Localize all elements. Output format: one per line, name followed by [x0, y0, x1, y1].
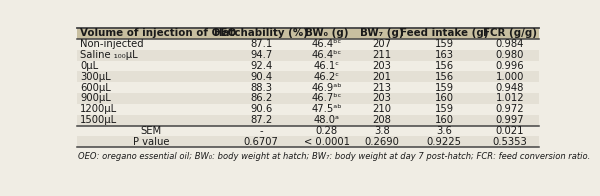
Text: 0.2690: 0.2690: [364, 137, 399, 147]
Text: 1.000: 1.000: [496, 72, 524, 82]
Bar: [77, 28, 539, 39]
Text: 0.980: 0.980: [496, 50, 524, 60]
Bar: [77, 82, 539, 93]
Text: 94.7: 94.7: [250, 50, 272, 60]
Bar: [77, 93, 539, 104]
Text: 0.948: 0.948: [496, 83, 524, 93]
Text: P value: P value: [133, 137, 169, 147]
Text: 48.0ᵃ: 48.0ᵃ: [314, 115, 340, 125]
Bar: [77, 104, 539, 115]
Text: 46.7ᵇᶜ: 46.7ᵇᶜ: [311, 93, 342, 103]
Text: BW₀ (g): BW₀ (g): [305, 28, 349, 38]
Text: 211: 211: [372, 50, 391, 60]
Bar: [77, 115, 539, 126]
Text: 207: 207: [373, 39, 391, 49]
Text: 0.984: 0.984: [496, 39, 524, 49]
Text: FCR (g/g): FCR (g/g): [483, 28, 537, 38]
Text: 46.2ᶜ: 46.2ᶜ: [314, 72, 340, 82]
Text: 0μL: 0μL: [80, 61, 98, 71]
Text: 87.2: 87.2: [250, 115, 272, 125]
Text: 213: 213: [373, 83, 391, 93]
Text: 210: 210: [373, 104, 391, 114]
Text: 0.021: 0.021: [496, 126, 524, 136]
Bar: [77, 61, 539, 71]
Text: 0.6707: 0.6707: [244, 137, 278, 147]
Text: 1200μL: 1200μL: [80, 104, 117, 114]
Text: 46.1ᶜ: 46.1ᶜ: [314, 61, 340, 71]
Bar: [77, 71, 539, 82]
Text: 900μL: 900μL: [80, 93, 111, 103]
Text: Hatchability (%): Hatchability (%): [214, 28, 308, 38]
Text: 203: 203: [373, 61, 391, 71]
Text: 201: 201: [373, 72, 391, 82]
Bar: [77, 136, 539, 147]
Text: 3.8: 3.8: [374, 126, 389, 136]
Text: 0.996: 0.996: [496, 61, 524, 71]
Bar: [77, 39, 539, 50]
Text: 46.9ᵃᵇ: 46.9ᵃᵇ: [311, 83, 342, 93]
Text: Volume of injection of OEO: Volume of injection of OEO: [80, 28, 236, 38]
Text: 90.4: 90.4: [250, 72, 272, 82]
Text: < 0.0001: < 0.0001: [304, 137, 350, 147]
Text: 1.012: 1.012: [496, 93, 524, 103]
Text: -: -: [259, 126, 263, 136]
Text: Non-injected: Non-injected: [80, 39, 144, 49]
Text: BW₇ (g): BW₇ (g): [360, 28, 404, 38]
Text: 0.5353: 0.5353: [493, 137, 527, 147]
Text: 0.997: 0.997: [496, 115, 524, 125]
Text: 0.28: 0.28: [316, 126, 338, 136]
Text: 156: 156: [434, 72, 454, 82]
Text: 159: 159: [434, 83, 454, 93]
Text: 160: 160: [434, 115, 454, 125]
Bar: [77, 126, 539, 136]
Text: 163: 163: [434, 50, 454, 60]
Text: 3.6: 3.6: [436, 126, 452, 136]
Text: 0.9225: 0.9225: [427, 137, 461, 147]
Text: Saline ₁₀₀μL: Saline ₁₀₀μL: [80, 50, 138, 60]
Text: 46.4ᵇᶜ: 46.4ᵇᶜ: [312, 50, 342, 60]
Text: SEM: SEM: [140, 126, 161, 136]
Text: Feed intake (g): Feed intake (g): [400, 28, 488, 38]
Text: OEO: oregano essential oil; BW₀: body weight at hatch; BW₇: body weight at day 7: OEO: oregano essential oil; BW₀: body we…: [78, 152, 590, 161]
Text: 160: 160: [434, 93, 454, 103]
Text: 86.2: 86.2: [250, 93, 272, 103]
Text: 1500μL: 1500μL: [80, 115, 117, 125]
Text: 159: 159: [434, 39, 454, 49]
Text: 92.4: 92.4: [250, 61, 272, 71]
Text: 203: 203: [373, 93, 391, 103]
Text: 87.1: 87.1: [250, 39, 272, 49]
Text: 156: 156: [434, 61, 454, 71]
Text: 600μL: 600μL: [80, 83, 111, 93]
Text: 300μL: 300μL: [80, 72, 111, 82]
Text: 208: 208: [373, 115, 391, 125]
Text: 0.972: 0.972: [496, 104, 524, 114]
Text: 90.6: 90.6: [250, 104, 272, 114]
Text: 46.4ᵇᶜ: 46.4ᵇᶜ: [312, 39, 342, 49]
Text: 159: 159: [434, 104, 454, 114]
Text: 88.3: 88.3: [250, 83, 272, 93]
Bar: [77, 50, 539, 61]
Text: 47.5ᵃᵇ: 47.5ᵃᵇ: [311, 104, 342, 114]
